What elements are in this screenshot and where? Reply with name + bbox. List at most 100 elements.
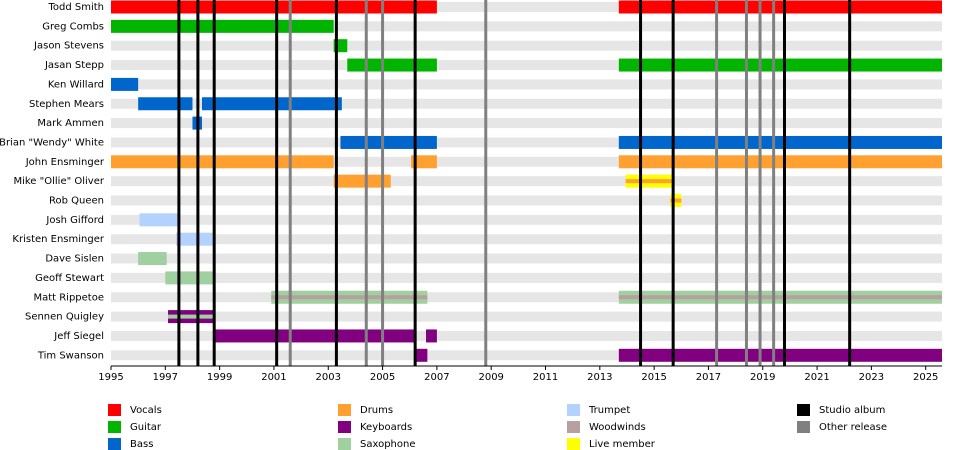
member-name: Josh Gifford (45, 215, 104, 226)
legend-label: Studio album (819, 405, 885, 416)
x-tick-label: 2025 (913, 372, 938, 383)
x-tick-label: 1997 (153, 372, 178, 383)
member-name: Mark Ammen (37, 118, 104, 129)
member-bar (176, 232, 215, 246)
member-name: Sennen Quigley (25, 312, 104, 323)
row-band (111, 137, 942, 148)
x-tick-label: 2017 (696, 372, 721, 383)
row-band (111, 253, 942, 264)
row-band (111, 98, 942, 109)
member-bar (340, 135, 437, 149)
member-name: Jason Stevens (33, 41, 104, 52)
x-tick-label: 2015 (641, 372, 666, 383)
member-name: Todd Smith (47, 2, 104, 13)
member-bar (165, 271, 215, 285)
legend-label: Guitar (130, 422, 162, 433)
member-bar (618, 155, 942, 169)
member-name: Jasan Stepp (44, 60, 104, 71)
row-band (111, 195, 942, 206)
legend-label: Live member (589, 439, 656, 450)
legend-swatch (108, 404, 121, 416)
row-band (111, 176, 942, 187)
legend-label: Saxophone (360, 439, 416, 450)
member-bar-stripe (670, 198, 682, 203)
member-bar (618, 348, 942, 362)
row-band (111, 272, 942, 283)
legend-swatch (338, 438, 351, 450)
member-name: Rob Queen (49, 196, 104, 207)
legend-swatch (338, 404, 351, 416)
member-name: Matt Rippetoe (33, 292, 104, 303)
legend-swatch (567, 421, 580, 433)
member-bar-stripe (625, 179, 672, 184)
legend-label: Woodwinds (589, 422, 646, 433)
member-bar-stripe (618, 295, 942, 300)
member-bar (138, 252, 167, 266)
legend-label: Vocals (130, 405, 162, 416)
member-name: Greg Combs (42, 21, 104, 32)
member-bar (138, 97, 193, 111)
x-tick-label: 2019 (750, 372, 775, 383)
row-band (111, 330, 942, 341)
member-bar (415, 348, 428, 362)
legend-label: Drums (360, 405, 393, 416)
member-bar-stripe (271, 295, 428, 300)
legend-label: Bass (130, 439, 153, 450)
legend-label: Trumpet (588, 405, 630, 416)
member-name: Mike "Ollie" Oliver (13, 176, 104, 187)
legend-swatch (108, 421, 121, 433)
member-bar (347, 58, 437, 72)
legend-swatch (797, 404, 810, 416)
member-bar (618, 58, 942, 72)
member-name: Ken Willard (48, 79, 104, 90)
member-bar (618, 135, 942, 149)
x-tick-label: 1995 (98, 372, 123, 383)
x-tick-label: 2011 (533, 372, 558, 383)
member-name: Kristen Ensminger (12, 234, 104, 245)
member-bar (426, 329, 437, 343)
member-name: Brian "Wendy" White (0, 137, 104, 148)
x-tick-label: 2009 (478, 372, 503, 383)
member-name: Stephen Mears (29, 99, 104, 110)
row-band (111, 79, 942, 90)
member-bar (333, 174, 391, 188)
member-name: Geoff Stewart (35, 273, 104, 284)
legend-swatch (567, 438, 580, 450)
member-name: John Ensminger (25, 157, 105, 168)
member-bar (411, 155, 437, 169)
x-tick-label: 2023 (859, 372, 884, 383)
member-name: Dave Sislen (45, 254, 104, 265)
row-band (111, 214, 942, 225)
x-tick-label: 2013 (587, 372, 612, 383)
x-tick-label: 2001 (261, 372, 286, 383)
member-bar-stripe (168, 314, 215, 319)
row-band (111, 292, 942, 303)
member-bar (111, 155, 334, 169)
legend-swatch (567, 404, 580, 416)
member-bar (201, 97, 342, 111)
member-bar (111, 19, 334, 33)
row-band (111, 311, 942, 322)
member-bar (111, 0, 437, 14)
x-tick-label: 2021 (804, 372, 829, 383)
legend-swatch (338, 421, 351, 433)
row-band (111, 350, 942, 361)
legend-swatch (108, 438, 121, 450)
row-band (111, 234, 942, 245)
member-bar (111, 77, 139, 91)
member-bar (618, 0, 942, 14)
row-band (111, 118, 942, 129)
member-bar (214, 329, 417, 343)
legend-label: Other release (819, 422, 887, 433)
member-name: Jeff Siegel (53, 331, 104, 342)
row-band (111, 21, 942, 32)
row-band (111, 2, 942, 12)
row-band (111, 60, 942, 71)
legend-label: Keyboards (360, 422, 412, 433)
x-tick-label: 2007 (424, 372, 449, 383)
row-band (111, 156, 942, 167)
legend-swatch (797, 421, 810, 433)
x-tick-label: 2003 (316, 372, 341, 383)
member-bar (139, 213, 178, 227)
